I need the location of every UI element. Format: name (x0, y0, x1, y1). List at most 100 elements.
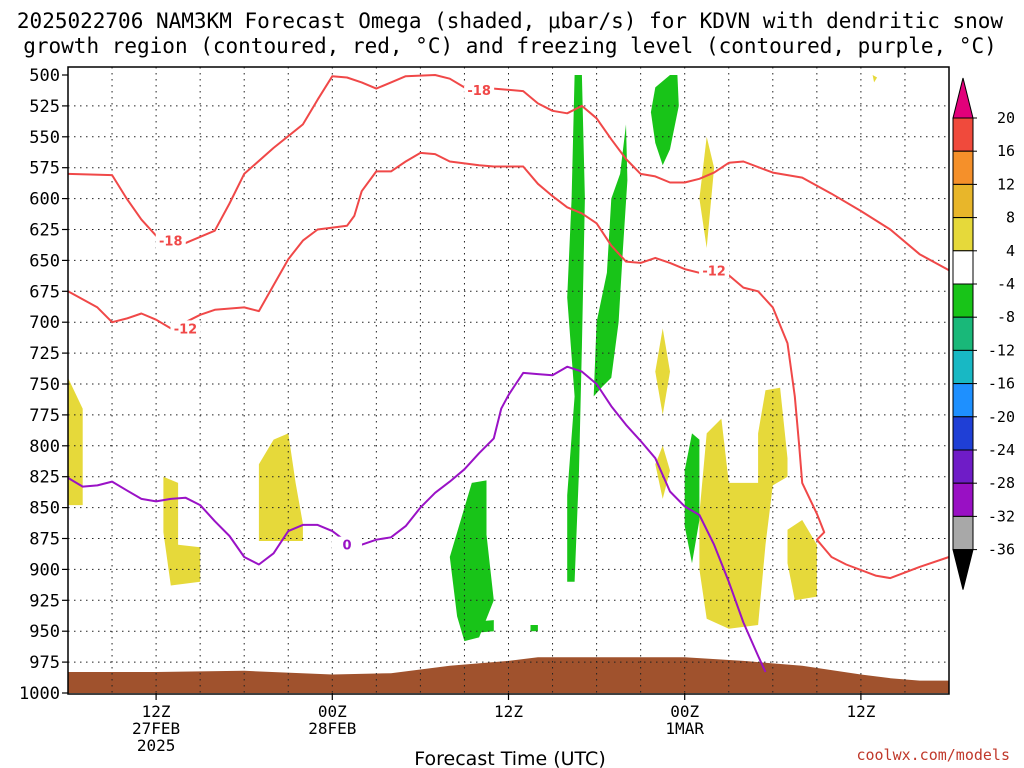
omega-area-14 (650, 75, 679, 166)
omega-area-5 (699, 136, 715, 248)
freezing-level-label-bg-0-0 (331, 536, 362, 553)
colorbar: 20 16 12 8 4 -4 -8 -12 -16 -20 -24 -28 -32 -36 (952, 77, 1015, 590)
credit-text: coolwx.com/models (856, 746, 1010, 764)
omega-area-9 (449, 480, 494, 642)
freezing-level-line-0 (67, 365, 767, 673)
y-axis-pressure-ticks: 500 525 550 575 600 625 650 675 700 725 750 775 800 8… (19, 66, 68, 704)
x-tick-label-4-0: 12Z (846, 702, 875, 721)
x-tick-label-0-1: 27FEB (132, 719, 180, 738)
colorbar-segment-7 (952, 349, 974, 385)
colorbar-label-8: -16 (988, 375, 1015, 393)
omega-area-4 (655, 445, 670, 499)
chart-title-line-2: growth region (contoured, red, °C) and f… (23, 34, 997, 58)
temp-contour-label-1-1: -12 (702, 264, 726, 279)
colorbar-segment-11 (952, 482, 974, 517)
colorbar-segment-10 (952, 449, 974, 484)
y-tick-label-5: 625 (29, 221, 60, 241)
omega-area-7 (787, 520, 817, 601)
y-tick-label-9: 725 (29, 344, 60, 364)
colorbar-segment-3 (952, 217, 974, 252)
freezing-level-label-0-0: 0 (342, 539, 351, 554)
y-tick-label-14: 850 (29, 499, 60, 519)
x-tick-label-1-0: 00Z (318, 702, 347, 721)
y-tick-label-20: 1000 (19, 684, 60, 704)
y-tick-label-13: 825 (29, 468, 60, 488)
temp-contour-label-bg-1-0 (170, 320, 201, 337)
gridlines (68, 67, 949, 693)
omega-area-2 (258, 433, 303, 541)
y-tick-label-16: 900 (29, 560, 60, 580)
colorbar-label-10: -24 (988, 441, 1015, 459)
y-tick-label-19: 975 (29, 653, 60, 673)
colorbar-label-12: -32 (988, 507, 1015, 525)
ground-layer (68, 657, 949, 693)
colorbar-label-6: -8 (997, 308, 1015, 326)
y-tick-label-11: 775 (29, 406, 60, 426)
y-tick-label-17: 925 (29, 591, 60, 611)
colorbar-label-0: 20 (997, 109, 1015, 127)
colorbar-label-5: -4 (997, 275, 1015, 293)
colorbar-segment-2 (952, 183, 974, 219)
colorbar-segment-1 (952, 150, 974, 185)
colorbar-label-9: -20 (988, 408, 1015, 426)
y-tick-label-0: 500 (29, 66, 60, 86)
omega-area-1 (163, 476, 201, 586)
omega-area-0 (68, 377, 83, 506)
colorbar-segment-4 (952, 250, 974, 285)
colorbar-segment-12 (952, 515, 974, 551)
omega-area-3 (655, 328, 670, 415)
omega-area-8 (872, 75, 878, 83)
y-tick-label-7: 675 (29, 282, 60, 302)
temp-contour-label-1-0: -12 (174, 322, 198, 337)
x-tick-label-1-1: 28FEB (308, 719, 356, 738)
temp-contour-label-bg-0-0 (155, 232, 186, 249)
x-axis-label: Forecast Time (UTC) (414, 748, 605, 768)
omega-shading-layer (68, 75, 878, 642)
x-tick-label-3-1: 1MAR (665, 719, 704, 738)
colorbar-top-tip (952, 77, 974, 119)
colorbar-segment-9 (952, 416, 974, 451)
colorbar-segment-0 (952, 117, 974, 152)
y-tick-label-18: 950 (29, 622, 60, 642)
omega-area-11 (530, 625, 538, 632)
x-tick-label-0-2: 2025 (137, 736, 176, 755)
colorbar-segment-8 (952, 383, 974, 418)
temp-contour-label-0-1: -18 (467, 84, 491, 99)
y-tick-label-4: 600 (29, 190, 60, 210)
y-tick-label-8: 700 (29, 313, 60, 333)
ground-surface (68, 657, 949, 693)
contour-layer: -18 -18 -12 -12 0 (67, 74, 950, 673)
temp-contour-label-0-0: -18 (159, 235, 183, 250)
colorbar-label-11: -28 (988, 474, 1015, 492)
colorbar-label-3: 8 (1006, 209, 1015, 227)
temp-contour-label-bg-1-1 (699, 262, 730, 279)
colorbar-segment-6 (952, 316, 974, 351)
y-tick-label-1: 525 (29, 97, 60, 117)
y-tick-label-12: 800 (29, 437, 60, 457)
temp-contour-line-0 (67, 74, 950, 272)
colorbar-segment-5 (952, 283, 974, 318)
omega-area-15 (684, 433, 700, 564)
x-tick-label-3-0: 00Z (670, 702, 699, 721)
temp-contour-label-bg-0-1 (464, 81, 495, 98)
temp-contour-line-1 (67, 151, 950, 580)
x-tick-label-2-0: 12Z (494, 702, 523, 721)
colorbar-label-13: -36 (988, 541, 1015, 559)
omega-area-12 (567, 75, 585, 582)
colorbar-label-1: 16 (997, 142, 1015, 160)
colorbar-label-4: 4 (1006, 242, 1015, 260)
omega-area-6 (699, 387, 788, 629)
y-tick-label-2: 550 (29, 128, 60, 148)
omega-area-10 (464, 620, 494, 634)
x-tick-label-0-0: 12Z (142, 702, 171, 721)
y-tick-label-6: 650 (29, 251, 60, 271)
colorbar-bottom-tip (952, 549, 974, 590)
colorbar-label-7: -12 (988, 341, 1015, 359)
colorbar-label-2: 12 (997, 175, 1015, 193)
omega-area-13 (593, 124, 628, 397)
y-tick-label-10: 750 (29, 375, 60, 395)
y-tick-label-3: 575 (29, 159, 60, 179)
chart-title-line-1: 2025022706 NAM3KM Forecast Omega (shaded… (17, 9, 1004, 33)
